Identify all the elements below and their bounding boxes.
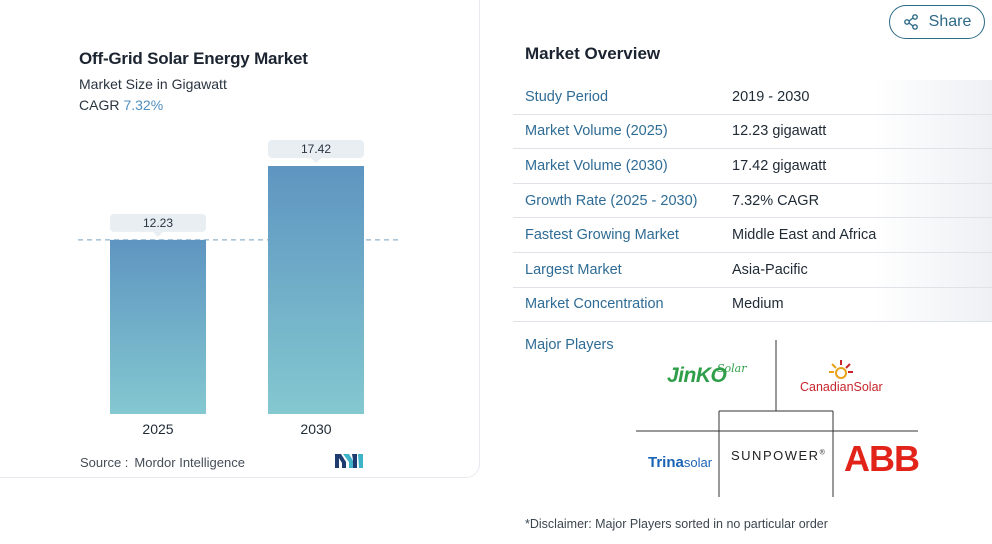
data-label-pointer <box>153 231 163 237</box>
mordor-logo-icon <box>335 454 363 468</box>
trina-solar-logo: Trinasolar <box>648 454 712 472</box>
major-players-label: Major Players <box>525 337 614 353</box>
overview-key: Growth Rate (2025 - 2030) <box>525 192 698 209</box>
overview-key: Market Volume (2030) <box>525 157 668 174</box>
disclaimer: *Disclaimer: Major Players sorted in no … <box>525 517 828 531</box>
overview-value: Middle East and Africa <box>732 227 877 244</box>
data-label-pointer <box>311 158 321 163</box>
row-shade <box>872 183 992 218</box>
source-line: Source : Mordor Intelligence <box>80 455 245 470</box>
data-label-bg <box>110 213 206 232</box>
overview-row: Fastest Growing Market Middle East and Af… <box>513 218 992 253</box>
x-tick-label: 2030 <box>300 421 331 437</box>
row-shade <box>872 218 992 252</box>
overview-key: Fastest Growing Market <box>525 227 679 244</box>
overview-row: Market Volume (2025) 12.23 gigawatt <box>513 114 992 150</box>
source-label: Source : <box>80 455 129 470</box>
overview-row: Study Period 2019 - 2030 <box>513 80 992 115</box>
overview-value: Medium <box>732 296 784 313</box>
overview-key: Market Concentration <box>525 296 664 313</box>
row-shade <box>872 114 992 149</box>
share-icon <box>903 14 918 30</box>
chart-card <box>0 0 480 478</box>
overview-row: Market Concentration Medium <box>513 287 992 323</box>
share-button[interactable]: Share <box>889 5 985 39</box>
overview-row: Largest Market Asia-Pacific <box>513 252 992 288</box>
overview-value: 7.32% CAGR <box>732 192 820 209</box>
overview-value: Asia-Pacific <box>732 261 808 278</box>
x-tick-label: 2025 <box>142 421 173 437</box>
jinko-solar-logo: JinKO Solar <box>667 362 747 388</box>
overview-row: Growth Rate (2025 - 2030) 7.32% CAGR <box>513 183 992 219</box>
data-label: 17.42 <box>301 142 331 156</box>
trina-sub: solar <box>683 455 713 470</box>
row-shade <box>872 287 992 322</box>
trina-wordmark: Trina <box>648 454 684 471</box>
overview-value: 17.42 gigawatt <box>732 157 827 174</box>
chart-title: Off-Grid Solar Energy Market <box>79 49 308 68</box>
jinko-script: Solar <box>717 362 747 375</box>
overview-title: Market Overview <box>525 44 661 63</box>
cagr-label: CAGR <box>79 97 120 113</box>
row-shade <box>872 252 992 287</box>
jinko-wordmark: JinKO <box>667 364 727 387</box>
bar <box>268 166 364 414</box>
data-label: 12.23 <box>143 216 173 230</box>
row-shade <box>872 149 992 183</box>
cagr-value: 7.32% <box>123 97 164 113</box>
sunpower-mark: ® <box>819 449 827 457</box>
chart-subtitle: Market Size in Gigawatt <box>79 76 227 92</box>
overview-key: Market Volume (2025) <box>525 123 668 140</box>
row-shade <box>872 80 992 114</box>
overview-key: Study Period <box>525 88 609 105</box>
bar <box>110 239 206 414</box>
overview-row: Market Volume (2030) 17.42 gigawatt <box>513 149 992 184</box>
chart-cagr: CAGR 7.32% <box>79 97 163 113</box>
overview-table: Study Period 2019 - 2030 Market Volume (20… <box>513 80 992 323</box>
abb-logo: ABB <box>844 438 920 479</box>
canadian-solar-sun-icon <box>829 360 853 379</box>
source-value: Mordor Intelligence <box>134 455 245 470</box>
overview-key: Largest Market <box>525 261 622 278</box>
sunpower-wordmark: SUNPOWER <box>731 448 820 463</box>
bar-chart: 12.23 2025 17.42 2030 <box>78 140 400 437</box>
canadian-solar-logo: CanadianSolar <box>800 380 883 394</box>
data-label-bg <box>268 140 364 158</box>
share-label: Share <box>928 13 972 30</box>
overview-value: 12.23 gigawatt <box>732 123 827 140</box>
sunpower-logo: SUNPOWER® <box>731 448 826 463</box>
overview-value: 2019 - 2030 <box>732 88 810 105</box>
